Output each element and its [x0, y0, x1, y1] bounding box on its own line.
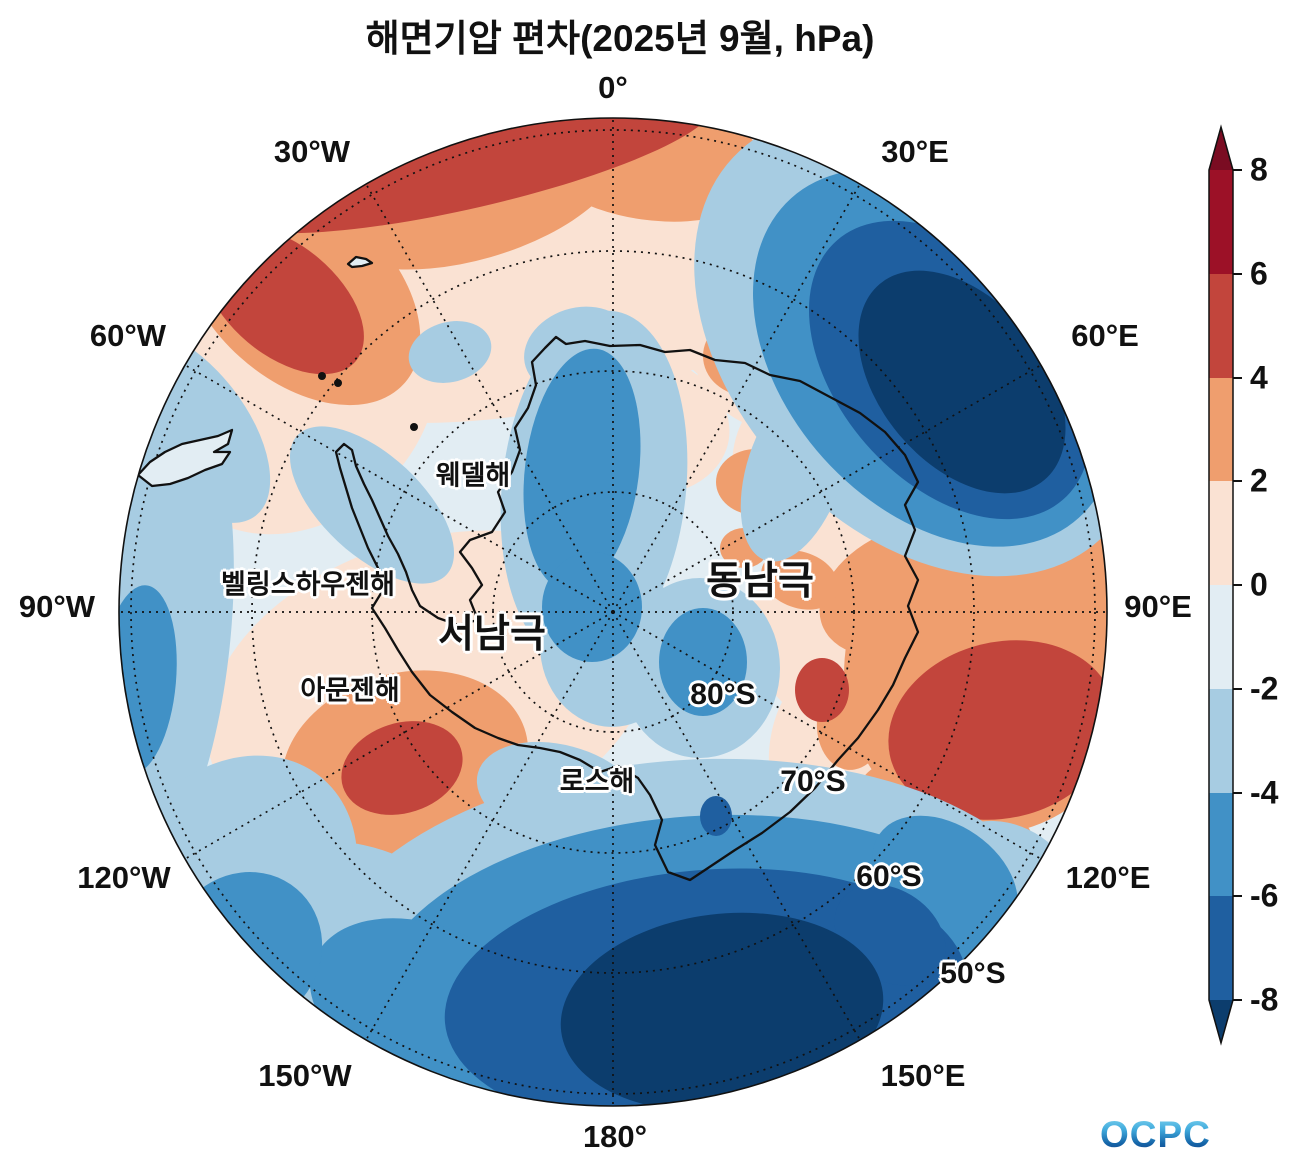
- lat-label-50s: 50°S: [940, 957, 1006, 990]
- label-west-antarctica: 서남극: [438, 613, 546, 656]
- colorbar-tick-4: 4: [1250, 359, 1268, 396]
- lat-label-80s: 80°S: [690, 678, 756, 711]
- lon-label-150e: 150°E: [880, 1058, 966, 1093]
- label-weddell-sea: 웨델해: [435, 460, 511, 491]
- colorbar-tick-8: 8: [1250, 151, 1268, 188]
- colorbar-tick-m4: -4: [1250, 774, 1279, 811]
- lon-label-120e: 120°E: [1065, 860, 1151, 895]
- colorbar-tick-m6: -6: [1250, 877, 1279, 914]
- label-amundsen-sea: 아문젠해: [300, 675, 400, 706]
- lon-label-0: 0°: [598, 70, 628, 105]
- lon-label-120w: 120°W: [77, 860, 171, 895]
- colorbar-tick-m8: -8: [1250, 981, 1279, 1018]
- colorbar-tick-2: 2: [1250, 462, 1268, 499]
- lon-label-30e: 30°E: [881, 134, 949, 169]
- figure-title: 해면기압 편차(2025년 9월, hPa): [365, 18, 875, 59]
- lat-label-70s: 70°S: [780, 765, 846, 798]
- colorbar-tick-m2: -2: [1250, 670, 1279, 707]
- lon-label-30w: 30°W: [273, 134, 351, 169]
- lat-label-60s: 60°S: [856, 860, 922, 893]
- colorbar: [1208, 124, 1242, 1046]
- label-bellingshausen-sea: 벨링스하우젠해: [221, 569, 395, 600]
- lon-label-150w: 150°W: [258, 1058, 352, 1093]
- graticule: [119, 118, 1107, 1106]
- map-boundary: [118, 117, 1108, 1107]
- lon-label-60e: 60°E: [1071, 318, 1139, 353]
- ocpc-logo: OCPC: [1100, 1114, 1211, 1155]
- lon-label-90e: 90°E: [1124, 589, 1192, 624]
- lon-label-90w: 90°W: [18, 589, 96, 624]
- label-east-antarctica: 동남극: [706, 560, 814, 603]
- lon-label-180: 180°: [582, 1119, 648, 1154]
- colorbar-tick-0: 0: [1250, 566, 1268, 603]
- colorbar-tick-6: 6: [1250, 255, 1268, 292]
- antarctica-coastline: [136, 255, 920, 882]
- lon-label-60w: 60°W: [89, 318, 167, 353]
- label-ross-sea: 로스해: [559, 766, 635, 797]
